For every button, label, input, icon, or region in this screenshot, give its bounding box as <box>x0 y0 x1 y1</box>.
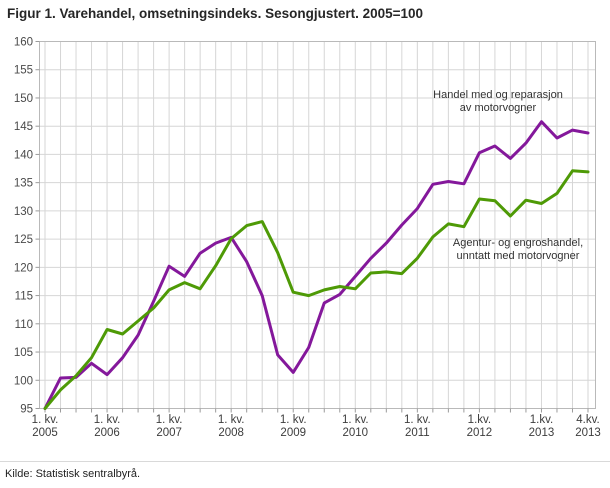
plot-frame <box>39 41 596 409</box>
x-tick-label: 1. kv. 2008 <box>218 414 245 439</box>
y-tick-label: 125 <box>14 234 33 246</box>
y-tick-label: 155 <box>14 65 33 77</box>
line-motorvogner <box>43 120 590 410</box>
y-tick-label: 115 <box>15 291 33 303</box>
y-tick-label: 105 <box>14 347 33 359</box>
y-tick-label: 120 <box>14 262 33 274</box>
x-tick-label: 1. kv. 2011 <box>404 414 431 439</box>
y-tick-label: 140 <box>14 149 33 161</box>
line-engroshandel <box>43 169 590 410</box>
x-tick-label: 1. kv. 2006 <box>94 414 121 439</box>
y-tick-label: 100 <box>14 375 33 387</box>
y-axis-labels: 95 100 105 110 115 120 125 130 135 140 145 150 155 16… <box>14 37 33 416</box>
y-tick-label: 110 <box>15 319 33 331</box>
x-tick-label: 1. kv. 2010 <box>342 414 369 439</box>
x-tick-label: 1.kv. 2013 <box>529 414 555 439</box>
series-label-engroshandel-line2: unntatt med motorvogner <box>456 250 580 262</box>
x-axis-labels: 1. kv. 2005 1. kv. 2006 1. kv. 2007 1. kv. 2008… <box>32 414 601 439</box>
y-tick-label: 150 <box>14 93 33 105</box>
y-tick-label: 160 <box>14 37 33 49</box>
x-tick-label: 1. kv. 2007 <box>156 414 183 439</box>
x-tick-label: 1. kv. 2009 <box>280 414 307 439</box>
y-tick-label: 95 <box>20 404 33 416</box>
series-label-motorvogner-line2: av motorvogner <box>459 102 537 114</box>
y-tick-label: 130 <box>14 206 33 218</box>
y-tick-label: 145 <box>14 121 33 133</box>
series-label-engroshandel-line1: Agentur- og engroshandel, <box>452 237 584 249</box>
y-tick-label: 135 <box>14 178 33 190</box>
x-tick-label: 1. kv. 2005 <box>32 414 59 439</box>
x-tick-label: 4.kv. 2013 <box>575 414 601 439</box>
x-tick-label: 1.kv. 2012 <box>467 414 493 439</box>
axis-ticks <box>35 41 589 413</box>
line-chart: 95 100 105 110 115 120 125 130 135 140 145 150 155 16… <box>14 37 601 440</box>
series-label-motorvogner-line1: Handel med og reparasjon <box>433 89 563 101</box>
series-label-motorvogner: Handel med og reparasjon av motorvogner <box>433 89 563 115</box>
footer-divider <box>0 461 610 462</box>
chart-title: Figur 1. Varehandel, omsetningsindeks. S… <box>7 6 424 21</box>
series-label-engroshandel: Agentur- og engroshandel, unntatt med mo… <box>453 237 583 263</box>
source-text: Kilde: Statistisk sentralbyrå. <box>5 468 141 480</box>
